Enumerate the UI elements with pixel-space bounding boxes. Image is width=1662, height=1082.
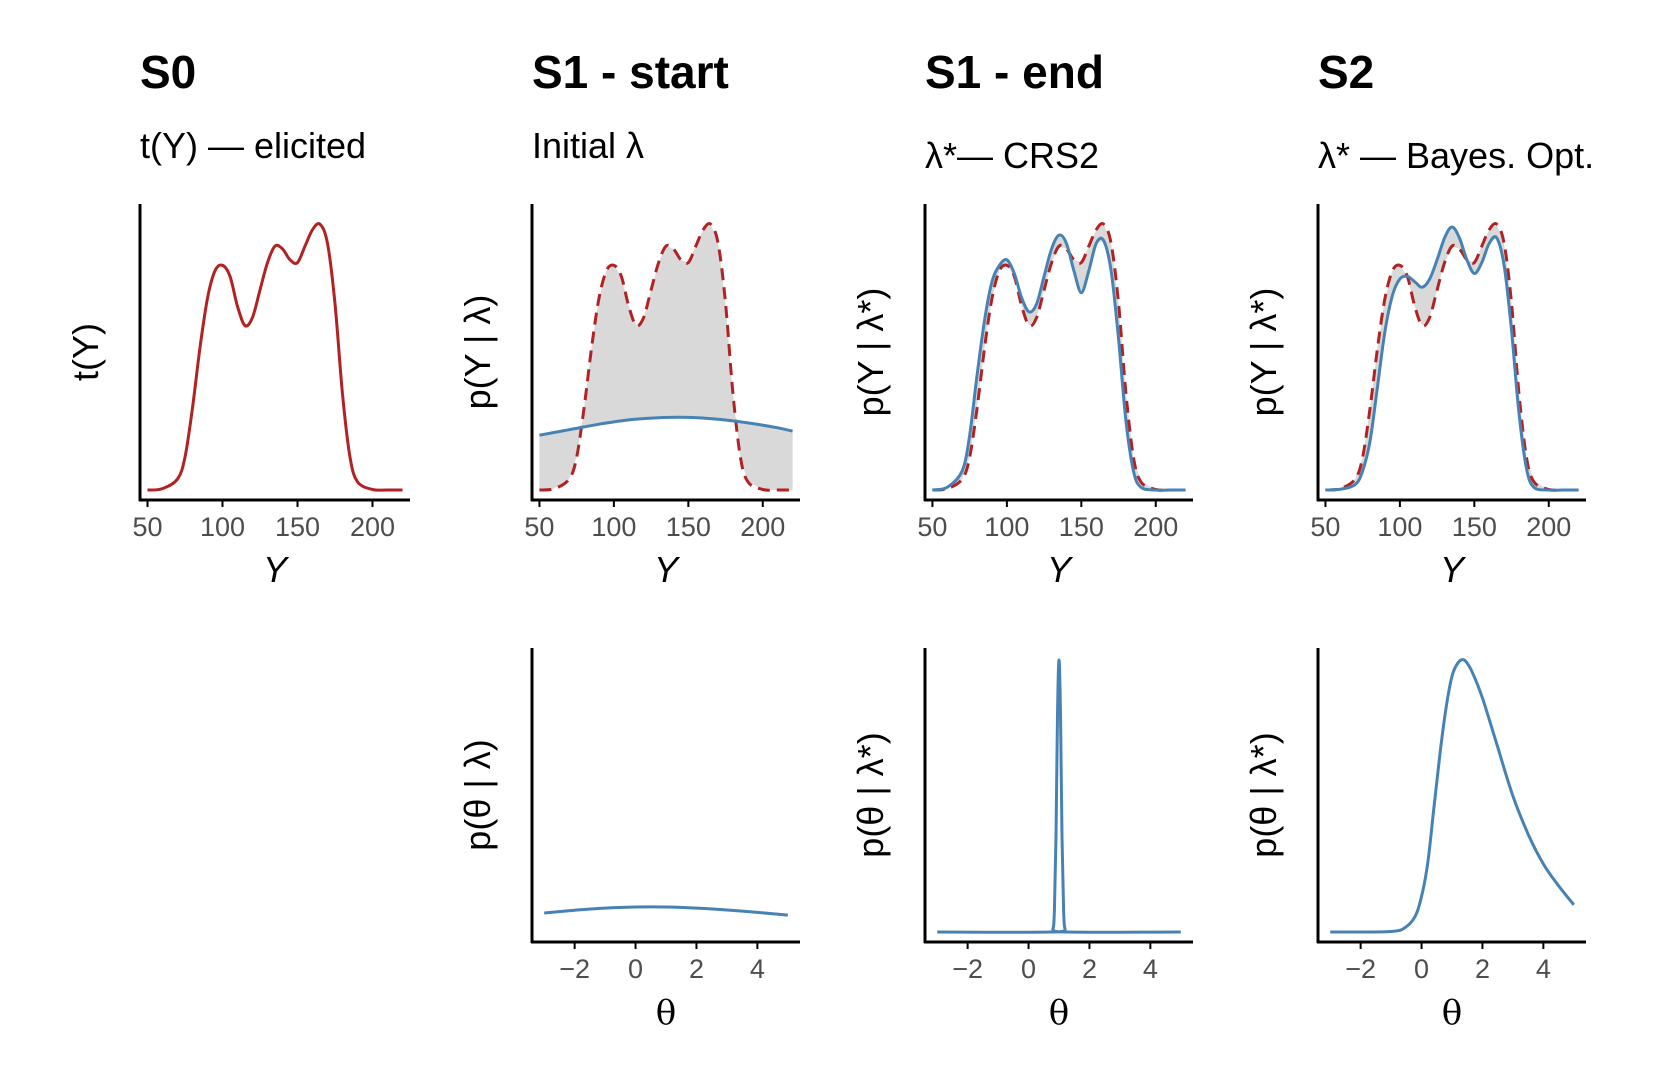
x-axis-title: Y	[1047, 549, 1074, 590]
x-tick-label: 50	[132, 512, 162, 542]
y-axis-title: p(θ | λ*)	[1243, 732, 1284, 857]
model-density-line	[932, 233, 1186, 492]
chart-s0-y: 50 100 150 200 Yt(Y)	[65, 204, 410, 590]
x-tick-label: 0	[1021, 954, 1036, 984]
x-tick-label: 200	[740, 512, 785, 542]
x-tick-label: 50	[917, 512, 947, 542]
chart-s1-start-theta: −2 0 2 4 θ p(θ | λ)	[457, 648, 800, 1033]
panel-title-s2: S2	[1318, 46, 1374, 98]
y-axis-title: p(Y | λ*)	[1243, 288, 1284, 417]
chart-s1-start-y: 50 100 150 200 Yp(Y | λ)	[457, 204, 800, 590]
target-density-line	[1325, 222, 1579, 492]
x-tick-label: 200	[350, 512, 395, 542]
model-density-line	[1330, 658, 1575, 934]
chart-s2-y: 50 100 150 200 Yp(Y | λ*)	[1243, 204, 1586, 590]
x-tick-label: 200	[1133, 512, 1178, 542]
x-tick-label: 150	[1452, 512, 1497, 542]
x-tick-label: −2	[559, 954, 590, 984]
model-density-line	[544, 905, 788, 917]
y-axis-title: t(Y)	[65, 323, 106, 381]
panel-title-s1-start: S1 - start	[532, 46, 729, 98]
x-tick-label: 150	[275, 512, 320, 542]
difference-area	[1325, 224, 1579, 490]
panel-subtitle-s1-start: Initial λ	[532, 125, 644, 166]
panel-subtitle-s0: t(Y) — elicited	[140, 125, 366, 166]
x-tick-label: 2	[1475, 954, 1490, 984]
x-tick-label: 0	[628, 954, 643, 984]
x-tick-label: 50	[524, 512, 554, 542]
panel-title-s1-end: S1 - end	[925, 46, 1104, 98]
x-axis-title: Y	[1440, 549, 1467, 590]
x-axis-title: θ	[1049, 993, 1069, 1033]
target-density-line	[147, 222, 403, 492]
model-density-line	[539, 415, 793, 437]
x-tick-label: 100	[591, 512, 636, 542]
x-axis-title: θ	[656, 993, 676, 1033]
chart-s1-end-theta: −2 0 2 4 θ p(θ | λ*)	[850, 648, 1193, 1033]
x-tick-label: 100	[1377, 512, 1422, 542]
target-density-line	[539, 222, 793, 492]
panel-subtitle-s2: λ* — Bayes. Opt.	[1318, 135, 1594, 176]
x-tick-label: 4	[750, 954, 765, 984]
x-tick-label: 100	[984, 512, 1029, 542]
y-axis-title: p(Y | λ*)	[850, 288, 891, 417]
x-tick-label: 150	[666, 512, 711, 542]
target-density-line	[932, 222, 1186, 492]
x-tick-label: 2	[689, 954, 704, 984]
x-tick-label: −2	[952, 954, 983, 984]
y-axis-title: p(θ | λ*)	[850, 732, 891, 857]
x-tick-label: 4	[1143, 954, 1158, 984]
x-axis-title: Y	[654, 549, 681, 590]
x-tick-label: −2	[1345, 954, 1376, 984]
y-axis-title: p(Y | λ)	[457, 295, 498, 410]
chart-s1-end-y: 50 100 150 200 Yp(Y | λ*)	[850, 204, 1193, 590]
y-axis-title: p(θ | λ)	[457, 739, 498, 850]
chart-s2-theta: −2 0 2 4 θ p(θ | λ*)	[1243, 648, 1586, 1033]
x-tick-label: 2	[1082, 954, 1097, 984]
panel-subtitle-s1-end: λ*— CRS2	[925, 135, 1099, 176]
x-tick-label: 200	[1526, 512, 1571, 542]
x-tick-label: 100	[200, 512, 245, 542]
x-tick-label: 4	[1536, 954, 1551, 984]
panel-title-s0: S0	[140, 46, 196, 98]
x-tick-label: 150	[1059, 512, 1104, 542]
model-density-line	[1325, 225, 1579, 492]
x-tick-label: 50	[1310, 512, 1340, 542]
x-axis-title: θ	[1442, 993, 1462, 1033]
model-density-line	[937, 658, 1181, 934]
x-tick-label: 0	[1414, 954, 1429, 984]
x-axis-title: Y	[263, 549, 290, 590]
